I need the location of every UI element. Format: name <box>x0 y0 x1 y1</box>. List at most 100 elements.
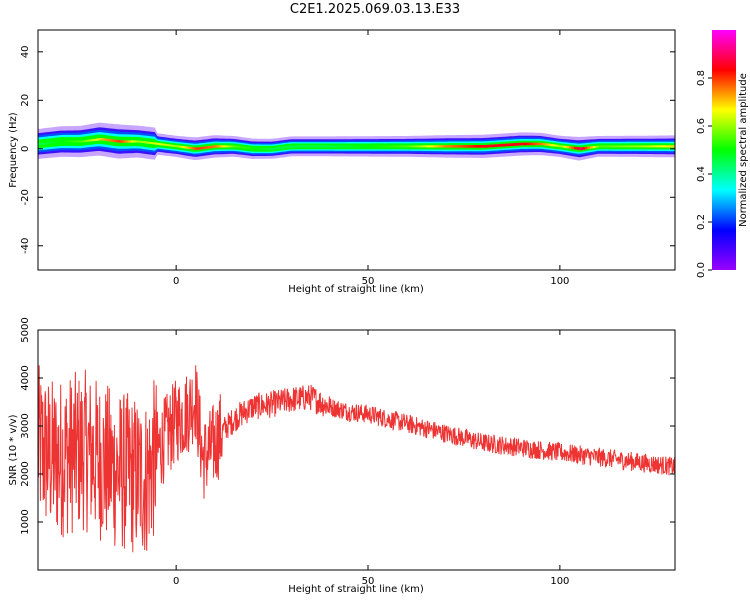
spectrogram-ridge-cell <box>401 145 405 148</box>
spectrogram-ridge-cell <box>513 143 517 146</box>
spectrogram-ridge-cell <box>438 145 443 148</box>
spectrogram-ridge-cell <box>672 145 675 148</box>
colorbar-label: Normalized spectral amplitude <box>738 73 749 227</box>
spectrogram-ridge-cell <box>425 145 429 148</box>
y-tick-label: 2000 <box>20 461 31 486</box>
spectrogram-ridge-cell <box>659 145 663 148</box>
spectrogram-ridge-cell <box>624 145 628 148</box>
spectrogram-ridge-cell <box>186 146 190 149</box>
spectrogram-ridge-cell <box>130 140 135 143</box>
spectrogram-ridge-cell <box>510 143 514 146</box>
spectrogram-ridge-cell <box>245 146 249 149</box>
spectrogram-ridge-cell <box>335 145 339 148</box>
spectrogram-ridge-cell <box>234 145 238 148</box>
spectrogram-ridge-cell <box>667 145 671 148</box>
spectrogram-ridge-cell <box>247 147 251 150</box>
spectrogram-ridge-cell <box>640 145 644 148</box>
snr-panel: 0 50 100 1000 2000 3000 4000 5000 Height of st… <box>8 317 676 595</box>
spectrogram-ridge-cell <box>614 145 618 148</box>
spectrogram-ridge-cell <box>486 144 490 148</box>
spectrogram-ridge-cell <box>406 145 411 148</box>
spectrogram-ridge-cell <box>202 146 206 150</box>
spectrogram-ridge-cell <box>157 143 161 146</box>
spectrogram-ridge-cell <box>51 141 55 144</box>
spectrogram-ridge-cell <box>590 146 594 149</box>
spectrogram-ridge-cell <box>375 145 379 148</box>
spectrogram-ridge-cell <box>367 145 371 148</box>
spectrogram-frame <box>37 29 676 271</box>
spectrogram-ridge-cell <box>348 145 352 148</box>
spectrogram-ridge-cell <box>412 145 416 148</box>
spectrogram-ridge-cell <box>619 145 623 148</box>
spectrogram-ridge-cell <box>324 145 328 148</box>
spectrogram-ridge-cell <box>53 141 58 144</box>
spectrogram-ridge-cell <box>115 139 119 143</box>
spectrogram-ridge-cell <box>616 145 620 148</box>
spectrogram-ridge-cell <box>194 147 198 150</box>
spectrogram-ridge-cell <box>579 147 583 151</box>
spectrogram-ridge-cell <box>420 145 424 148</box>
spectrogram-ridge-cell <box>383 145 387 148</box>
spectrogram-ridge-cell <box>351 145 355 148</box>
spectrogram-ridge-cell <box>576 147 581 150</box>
spectrogram-ridge-cell <box>56 141 60 143</box>
y-tick-label: -20 <box>20 189 31 205</box>
spectrogram-ridge-cell <box>258 147 262 150</box>
spectrogram-ridge-cell <box>393 145 397 148</box>
spectrogram-ridge-cell <box>582 147 586 150</box>
spectrogram-ridge-cell <box>491 144 496 148</box>
colorbar-tick-label: 0.8 <box>696 70 707 86</box>
spectrogram-ridge-cell <box>271 147 275 150</box>
spectrogram-ridge-cell <box>621 145 626 148</box>
snr-y-label: SNR (10 * v/v) <box>8 414 19 485</box>
spectrogram-ridge-cell <box>372 145 376 148</box>
spectrogram-ridge-cell <box>359 145 363 148</box>
y-tick-label: 20 <box>20 94 31 107</box>
spectrogram-ridge-cell <box>178 145 182 148</box>
snr-series-line <box>38 365 675 553</box>
spectrogram-ridge-cell <box>385 145 389 148</box>
spectrogram-ridge-cell <box>608 145 612 148</box>
spectrogram-ridge-cell <box>460 145 464 148</box>
spectrogram-ridge-cell <box>276 147 281 150</box>
spectrogram-ridge-cell <box>99 138 103 141</box>
spectrogram-ridge-cell <box>255 147 259 150</box>
spectrogram-ridge-cell <box>316 145 320 148</box>
spectrogram-ridge-cell <box>571 146 575 150</box>
spectrogram-ridge-cell <box>494 144 498 147</box>
spectrogram-ridge-cell <box>274 147 278 150</box>
spectrogram-ridge-cell <box>475 145 480 148</box>
spectrogram-ridge-cell <box>364 145 368 148</box>
spectrogram-panel: 0 50 100 -40 -20 0 20 40 Height of straight li… <box>8 29 676 295</box>
y-tick-label: 4000 <box>20 365 31 390</box>
spectrogram-ridge-cell <box>526 142 530 146</box>
spectrogram-ridge-cell <box>69 140 74 143</box>
spectrogram-ridge-cell <box>120 140 124 143</box>
spectrogram-ridge-cell <box>141 141 145 143</box>
spectrogram-ridge-cell <box>417 145 421 148</box>
spectrogram-ridge-cell <box>399 145 403 148</box>
spectrogram-ridge-cell <box>311 145 315 148</box>
spectrogram-ridge-cell <box>237 145 241 148</box>
colorbar-tick-label: 0.6 <box>696 118 707 134</box>
spectrogram-ridge-cell <box>149 142 153 144</box>
spectrogram-ridge-cell <box>611 145 615 148</box>
spectrogram-ridge-cell <box>478 145 482 148</box>
spectrogram-ridge-cell <box>80 140 84 143</box>
colorbar-strip <box>712 30 736 270</box>
spectrogram-ridge-cell <box>600 145 604 148</box>
spectrogram-y-label: Frequency (Hz) <box>8 112 19 188</box>
spectrogram-ridge-cell <box>144 141 148 144</box>
spectrogram-ridge-cell <box>436 145 440 148</box>
spectrogram-ridge-cell <box>303 145 307 148</box>
spectrogram-ridge-cell <box>88 139 92 142</box>
spectrogram-ridge-cell <box>507 143 512 147</box>
colorbar-tick-label: 0.2 <box>696 214 707 230</box>
spectrogram-ridge-cell <box>603 145 607 148</box>
spectrogram-ridge-cell <box>112 139 116 142</box>
spectrogram-ridge-cell <box>38 142 42 145</box>
spectrogram-ridge-cell <box>369 145 374 148</box>
spectrogram-ridge-cell <box>377 145 381 148</box>
spectrogram-ridge-cell <box>261 147 265 150</box>
spectrogram-ridge-cell <box>152 142 156 145</box>
